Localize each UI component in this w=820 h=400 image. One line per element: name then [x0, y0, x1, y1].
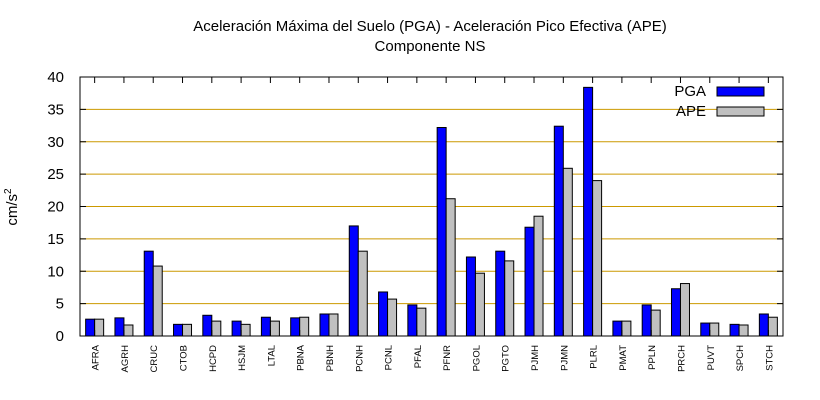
bar-pga	[319, 313, 330, 337]
bar-ape	[562, 167, 573, 337]
x-tick-label: HCPD	[208, 345, 219, 372]
bar-ape	[211, 320, 222, 337]
x-tick-label: PCNL	[384, 345, 395, 370]
bar-pga	[465, 256, 476, 337]
bar-pga	[524, 226, 535, 337]
y-axis-ticks: 0 5 10 15 20 25 30 35 40	[47, 69, 783, 345]
x-tick-label: PBNA	[296, 344, 307, 371]
x-tick-label: CTOB	[179, 345, 190, 371]
bar-pga	[114, 317, 125, 337]
bar-pga	[583, 86, 594, 337]
chart-subtitle: Componente NS	[375, 38, 486, 55]
bar-ape	[650, 309, 661, 337]
bar-pga	[173, 323, 184, 337]
y-tick-label: 5	[56, 296, 64, 313]
x-tick-label: PJMN	[559, 345, 570, 371]
bar-ape	[709, 322, 720, 337]
chart-title: Aceleración Máxima del Suelo (PGA) - Ace…	[193, 18, 667, 35]
x-tick-label: CRUC	[149, 345, 160, 373]
bar-ape	[269, 320, 280, 337]
x-tick-label: AGRH	[120, 345, 131, 373]
y-tick-label: 30	[47, 134, 64, 151]
y-axis-label-exponent: 2	[3, 188, 14, 194]
bar-pga	[495, 250, 506, 337]
y-tick-label: 10	[47, 263, 64, 280]
x-tick-label: PGTO	[501, 345, 512, 372]
bar-ape	[474, 272, 485, 337]
legend-swatch	[716, 106, 765, 117]
y-tick-label: 0	[56, 328, 64, 345]
x-tick-label: PCNH	[354, 345, 365, 372]
bar-ape	[592, 180, 603, 337]
x-tick-label: SPCH	[735, 345, 746, 372]
bar-pga	[553, 125, 564, 337]
bar-ape	[416, 307, 427, 337]
y-tick-label: 20	[47, 199, 64, 216]
bar-ape	[767, 316, 778, 337]
y-tick-label: 40	[47, 69, 64, 86]
bar-ape	[357, 250, 368, 337]
bar-pga	[700, 322, 711, 337]
bar-ape	[123, 324, 134, 337]
x-axis-ticks: AFRA AGRH CRUC CTOB HCPD HSJM LTAL PBNA PBNH PCNH…	[91, 77, 775, 373]
x-tick-label: PPLN	[647, 345, 658, 370]
y-tick-label: 25	[47, 166, 64, 183]
y-tick-label: 15	[47, 231, 64, 248]
bar-pga	[143, 250, 154, 337]
legend-swatch	[716, 86, 765, 97]
bar-ape	[94, 318, 105, 337]
bar-pga	[641, 304, 652, 337]
bars	[85, 86, 778, 337]
x-tick-label: PGOL	[471, 345, 482, 371]
bar-pga	[348, 225, 359, 337]
bar-ape	[533, 215, 544, 337]
x-tick-label: PBNH	[325, 345, 336, 372]
x-tick-label: PLRL	[589, 345, 600, 369]
legend-label: PGA	[674, 83, 706, 100]
bar-pga	[202, 314, 213, 337]
x-tick-label: STCH	[764, 345, 775, 371]
x-tick-label: PFAL	[413, 345, 424, 368]
bar-ape	[299, 316, 310, 337]
bar-ape	[738, 324, 749, 337]
bar-ape	[240, 323, 251, 337]
bar-pga	[231, 320, 242, 337]
bar-pga	[290, 317, 301, 337]
bar-ape	[504, 260, 515, 337]
y-tick-label: 35	[47, 101, 64, 118]
y-axis-label-unit: cm/s	[4, 194, 21, 226]
bar-ape	[445, 198, 456, 337]
x-tick-label: PUVT	[706, 345, 717, 371]
bar-ape	[152, 265, 163, 337]
x-tick-label: PJMH	[530, 345, 541, 371]
x-tick-label: PFNR	[442, 345, 453, 371]
x-tick-label: AFRA	[91, 344, 102, 370]
bar-pga	[260, 316, 271, 337]
gridlines	[80, 108, 783, 305]
bar-ape	[182, 323, 193, 337]
bar-pga	[612, 320, 623, 337]
x-tick-label: LTAL	[266, 345, 277, 366]
x-tick-label: HSJM	[237, 345, 248, 371]
y-axis-label: cm/s2	[3, 188, 21, 226]
bar-ape	[387, 298, 398, 337]
legend: PGA APE	[674, 83, 765, 120]
bar-pga	[85, 318, 96, 337]
bar-ape	[328, 313, 339, 337]
bar-pga	[436, 127, 447, 337]
bar-pga	[378, 291, 389, 337]
x-tick-label: PMAT	[618, 345, 629, 371]
bar-pga	[670, 288, 681, 337]
bar-pga	[407, 304, 418, 337]
bar-ape	[621, 320, 632, 337]
bar-pga	[729, 323, 740, 337]
x-tick-label: PRCH	[676, 345, 687, 372]
bar-pga	[758, 313, 769, 337]
bar-ape	[679, 283, 690, 337]
legend-label: APE	[676, 103, 706, 120]
